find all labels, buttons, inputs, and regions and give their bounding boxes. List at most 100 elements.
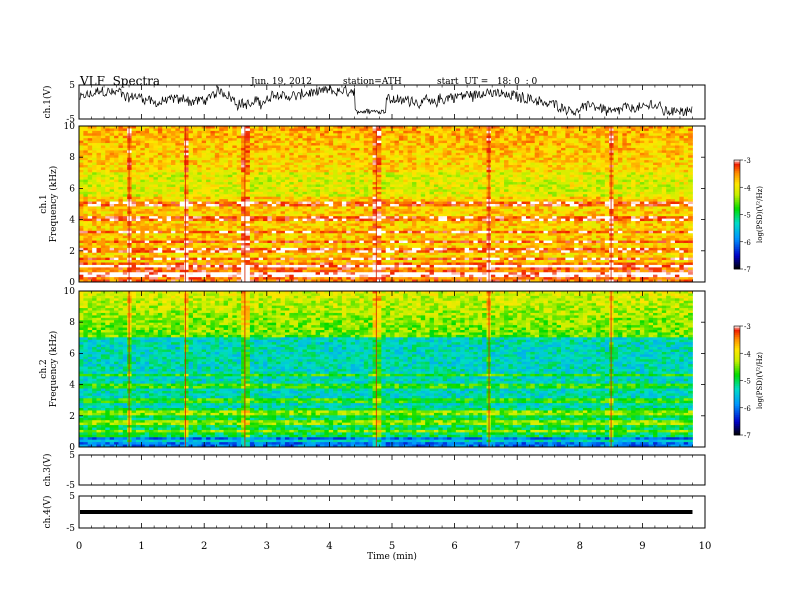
colorbar-segment: [734, 329, 740, 332]
y-tick-label: 0: [69, 278, 75, 288]
colorbar-segment: [734, 183, 740, 186]
time-axis: 0 1 2 3 4 5 6 7 8 9 10 Time (min): [76, 541, 712, 562]
y-tick-label: 5: [69, 451, 75, 461]
colorbar-segment: [734, 422, 740, 425]
colorbar-segment: [734, 176, 740, 179]
colorbar-segment: [734, 424, 740, 427]
date-label: Jun. 19, 2012: [251, 77, 313, 87]
colorbar-segment: [734, 190, 740, 194]
ch1-waveform-panel: 5 -5 ch.1(V): [42, 81, 706, 125]
y-tick-label: -5: [66, 524, 75, 534]
colorbar-segment: [734, 387, 740, 390]
x-tick-label: 3: [264, 541, 270, 552]
y-tick-label: 6: [69, 349, 75, 359]
x-tick-label: 6: [451, 541, 457, 552]
colorbar-tick-label: -5: [744, 212, 751, 220]
colorbar-segment: [734, 172, 740, 175]
colorbar-segment: [734, 349, 740, 352]
y-tick-label: -5: [66, 481, 75, 491]
colorbar-segment: [734, 241, 740, 244]
colorbar-segment: [734, 165, 740, 168]
colorbar-segment: [734, 407, 740, 410]
colorbar-segment: [734, 371, 740, 374]
colorbar-tick-label: -7: [744, 266, 751, 274]
channel-label: ch.2: [39, 359, 49, 378]
y-axis-label: ch.1(V): [42, 86, 53, 119]
colorbar-segment: [734, 229, 740, 232]
colorbar-segment: [734, 336, 740, 340]
frequency-axis-label: Frequency (kHz): [48, 166, 59, 243]
colorbar-segment: [734, 170, 740, 174]
x-tick-label: 5: [389, 541, 395, 552]
colorbar-segment: [734, 192, 740, 195]
colorbar-segment: [734, 187, 740, 190]
ch1-waveform-line: [79, 84, 693, 117]
colorbar-segment: [734, 344, 740, 347]
colorbar-segment: [734, 398, 740, 401]
colorbar-segment: [734, 375, 740, 378]
colorbar-segment: [734, 245, 740, 248]
colorbar-segment: [734, 382, 740, 385]
colorbar-segment: [734, 427, 740, 430]
colorbar-segment: [734, 189, 740, 192]
colorbar-segment: [734, 225, 740, 228]
colorbar-segment: [734, 429, 740, 432]
colorbar-segment: [734, 199, 740, 203]
y-tick-label: -5: [66, 115, 75, 125]
colorbar-segment: [734, 221, 740, 224]
colorbar-segment: [734, 261, 740, 264]
colorbar-segment: [734, 205, 740, 208]
colorbar-segment: [734, 265, 740, 268]
y-tick-label: 10: [64, 122, 76, 132]
colorbar-segment: [734, 252, 740, 255]
colorbar-segment: [734, 259, 740, 263]
colorbar-segment: [734, 335, 740, 338]
colorbar-segment: [734, 333, 740, 336]
x-tick-label: 7: [514, 541, 520, 552]
colorbar-tick-label: -6: [744, 239, 751, 247]
colorbar-segment: [734, 405, 740, 409]
x-tick-label: 4: [326, 541, 332, 552]
ch1-frame: [78, 84, 706, 120]
colorbar-segment: [734, 210, 740, 214]
colorbar-segment: [734, 411, 740, 414]
colorbar-segment: [734, 364, 740, 367]
colorbar-segment: [734, 367, 740, 370]
colorbar-segment: [734, 431, 740, 434]
frequency-axis-label: Frequency (kHz): [48, 331, 59, 408]
colorbar-segment: [734, 258, 740, 261]
y-tick-label: 2: [69, 247, 75, 257]
colorbar-segment: [734, 218, 740, 221]
colorbar-segment: [734, 385, 740, 389]
colorbar-segment: [734, 169, 740, 172]
colorbar-segment: [734, 212, 740, 215]
colorbar-segment: [734, 338, 740, 341]
y-tick-label: 0: [69, 443, 75, 453]
start-ut-label: start UT = 18: 0 : 0: [437, 77, 538, 87]
colorbar-segment: [734, 396, 740, 400]
colorbar-segment: [734, 384, 740, 387]
colorbar-segment: [734, 219, 740, 223]
colorbar-segment: [734, 179, 740, 183]
y-tick-label: 8: [69, 153, 75, 163]
colorbar-segment: [734, 351, 740, 354]
colorbar-segment: [734, 362, 740, 365]
colorbar-segment: [734, 400, 740, 403]
colorbar-segment: [734, 365, 740, 369]
colorbar-segment: [734, 369, 740, 372]
colorbar-segment: [734, 418, 740, 421]
x-tick-label: 9: [639, 541, 645, 552]
colorbar-segment: [734, 160, 740, 163]
colorbar-segment: [734, 389, 740, 392]
ch1-spectrogram-panel: 0 2 4 6 8 10 ch.1 Frequency (kHz): [39, 122, 706, 288]
colorbar-segment: [734, 234, 740, 237]
colorbar-segment: [734, 263, 740, 266]
y-axis-label: ch.4(V): [42, 496, 53, 529]
colorbar-segment: [734, 256, 740, 259]
colorbar-segment: [734, 174, 740, 177]
colorbar-segment: [734, 420, 740, 423]
y-tick-label: 5: [69, 81, 75, 91]
colorbar-segment: [734, 203, 740, 206]
colorbar-segment: [734, 376, 740, 380]
